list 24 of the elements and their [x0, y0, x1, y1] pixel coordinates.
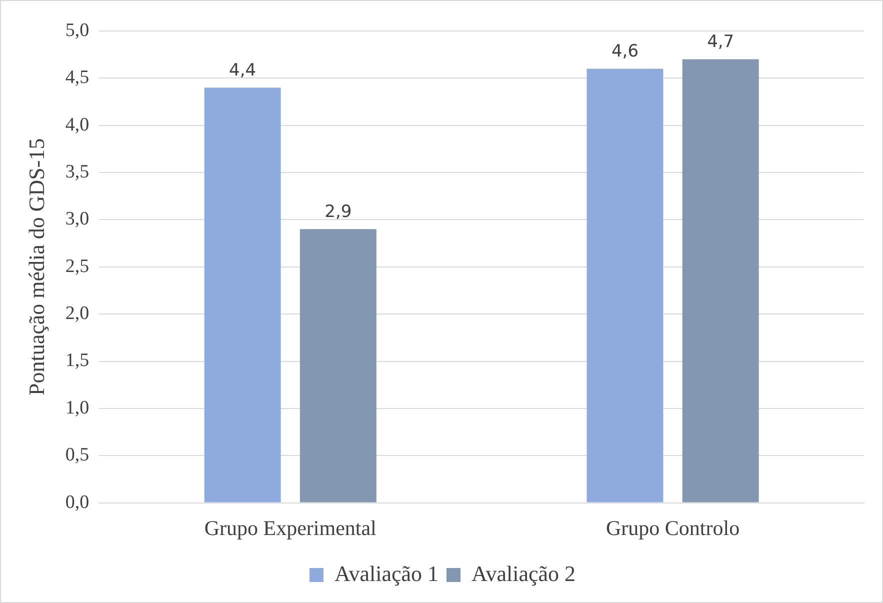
- y-tick-label: 3,5: [65, 162, 90, 183]
- data-label: 4,7: [707, 32, 734, 52]
- y-tick-label: 2,5: [65, 256, 90, 277]
- legend-label: Avaliação 1: [334, 560, 439, 586]
- data-label: 2,9: [324, 202, 352, 222]
- x-tick-label: Grupo Experimental: [204, 516, 377, 540]
- y-tick-label: 0,0: [65, 492, 90, 513]
- x-tick-label: Grupo Controlo: [606, 516, 740, 540]
- data-label: 4,6: [611, 42, 639, 62]
- data-label: 4,4: [229, 60, 256, 81]
- y-tick-label: 1,5: [65, 350, 90, 372]
- y-tick-label: 2,0: [65, 303, 90, 324]
- y-tick-label: 5,0: [65, 20, 90, 41]
- bar: [300, 229, 376, 502]
- y-tick-label: 3,0: [65, 208, 90, 230]
- y-axis-title: Pontuação média do GDS-15: [24, 138, 49, 396]
- legend-label: Avaliação 2: [472, 560, 576, 586]
- bar: [682, 59, 759, 502]
- y-tick-label: 0,5: [65, 444, 90, 466]
- bar: [586, 68, 664, 502]
- bar: [204, 88, 281, 502]
- y-tick-label: 4,0: [65, 114, 90, 136]
- y-tick-label: 1,0: [65, 397, 90, 418]
- y-tick-label: 4,5: [65, 67, 90, 88]
